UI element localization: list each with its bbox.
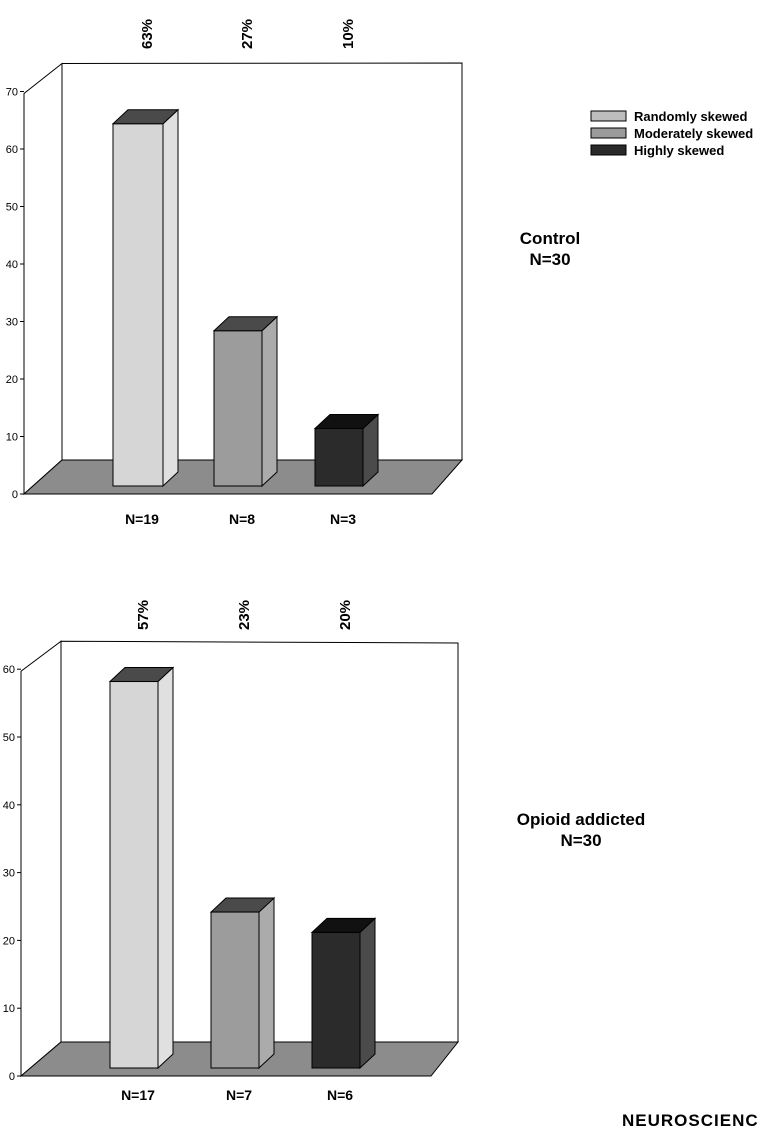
side-wall <box>23 62 63 496</box>
watermark: NEUROSCIENC <box>622 1111 759 1130</box>
legend-swatch-moderately-skewed <box>590 127 627 139</box>
legend-swatch-highly-skewed <box>590 144 627 156</box>
opioid-group-label: Opioid addicted <box>517 810 645 829</box>
bar-2-top <box>209 897 276 913</box>
bar-3-side <box>359 917 376 1070</box>
legend-swatch-randomly-skewed <box>590 110 627 122</box>
bar-1-front <box>109 681 159 1069</box>
y-tick-label: 60 <box>3 664 15 676</box>
legend-label-highly-skewed: Highly skewed <box>634 143 724 158</box>
y-tick-label: 20 <box>3 935 15 947</box>
y-tick-label: 0 <box>9 1071 15 1083</box>
y-tick-label: 20 <box>6 374 18 386</box>
legend-label-moderately-skewed: Moderately skewed <box>634 126 753 141</box>
y-tick-label: 10 <box>3 1003 15 1015</box>
control-group-label: Control <box>520 229 580 248</box>
y-tick-label: 30 <box>6 317 18 329</box>
legend: Randomly skewed Moderately skewed Highly… <box>590 109 753 158</box>
percent-label-3: 10% <box>340 19 357 49</box>
opioid-chart: 0 10 20 30 40 50 60 N=17 57% N=7 23% N=6 20% <box>3 600 460 1103</box>
n-label-2: N=7 <box>226 1087 252 1103</box>
control-chart: 0 10 20 30 40 50 60 70 N=19 63% N=8 27% N=3 10% <box>6 19 464 527</box>
bar-2-front <box>210 911 260 1069</box>
y-tick-label: 10 <box>6 432 18 444</box>
n-label-1: N=17 <box>121 1087 155 1103</box>
legend-label-randomly-skewed: Randomly skewed <box>634 109 747 124</box>
n-label-1: N=19 <box>125 511 159 527</box>
n-label-3: N=3 <box>330 511 356 527</box>
y-tick-label: 50 <box>3 732 15 744</box>
bar-3-front <box>314 428 364 487</box>
bar-1-front <box>112 123 164 487</box>
percent-label-3: 20% <box>337 600 354 630</box>
bar-2-front <box>213 330 263 487</box>
bar-1-top <box>111 109 180 125</box>
bar-3-top <box>310 917 377 933</box>
control-group-n: N=30 <box>529 250 570 269</box>
side-wall <box>20 640 62 1078</box>
bar-2-side <box>261 315 278 488</box>
opioid-group-n: N=30 <box>560 831 601 850</box>
bar-3-top <box>313 414 380 429</box>
y-tick-label: 70 <box>6 87 18 99</box>
bar-1-side <box>157 666 174 1070</box>
y-tick-label: 0 <box>12 489 18 501</box>
bar-1-top <box>108 667 175 683</box>
y-tick-label: 30 <box>3 868 15 880</box>
y-tick-label: 40 <box>6 259 18 271</box>
y-tick-label: 60 <box>6 144 18 156</box>
n-label-3: N=6 <box>327 1087 353 1103</box>
bar-1-side <box>162 108 179 488</box>
bar-2-side <box>258 896 275 1070</box>
bar-3-front <box>311 931 361 1069</box>
percent-label-1: 57% <box>135 600 152 630</box>
percent-label-2: 27% <box>239 19 256 49</box>
percent-label-2: 23% <box>236 600 253 630</box>
bar-2-top <box>212 316 279 332</box>
y-tick-label: 50 <box>6 202 18 214</box>
percent-label-1: 63% <box>139 19 156 49</box>
y-tick-label: 40 <box>3 800 15 812</box>
n-label-2: N=8 <box>229 511 255 527</box>
